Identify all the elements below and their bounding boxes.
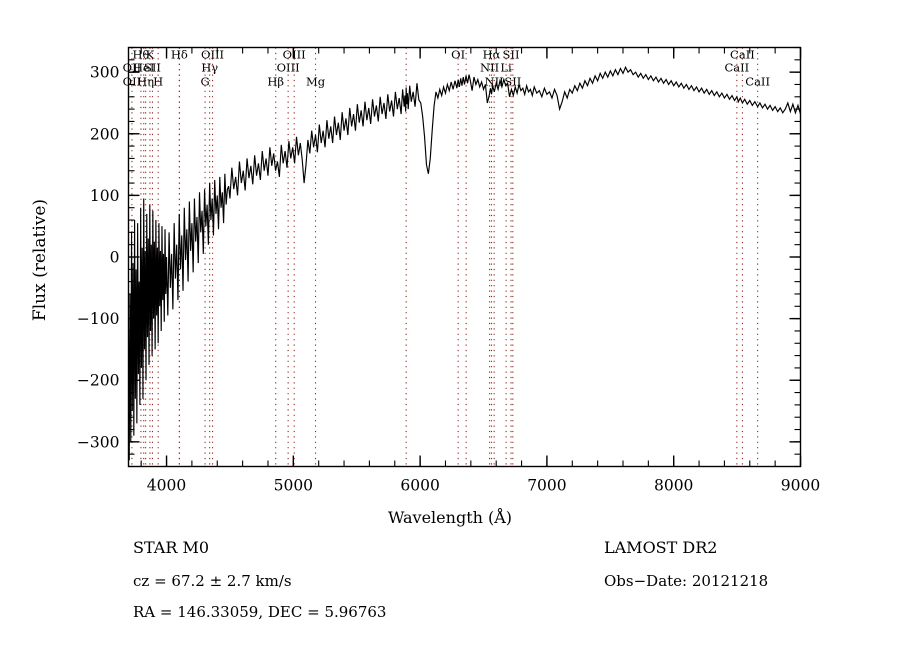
y-tick-label: 100 xyxy=(90,187,120,205)
plot-axes: 4000 5000 6000 7000 8000 9000 −300 −200 −100 0 100… xyxy=(77,46,820,495)
spectral-line-label: OI xyxy=(451,48,465,62)
observation-date-text: Obs−Date: 20121218 xyxy=(604,572,769,590)
spectral-line-label: SII xyxy=(144,61,161,75)
spectral-line-label: CaII xyxy=(745,75,770,89)
spectral-line-label: Hθ xyxy=(132,48,149,62)
spectral-line-label: NII xyxy=(480,61,499,75)
clip-top xyxy=(0,0,900,48)
spectral-line-label: Hβ xyxy=(267,75,284,89)
spectral-line-label: HeI xyxy=(133,61,154,75)
x-tick-label: 4000 xyxy=(147,477,186,495)
y-tick-label: 0 xyxy=(110,249,120,267)
x-tick-label: 8000 xyxy=(654,477,693,495)
spectral-line-label: CaII xyxy=(730,48,755,62)
y-tick-label: −300 xyxy=(77,433,120,451)
spectral-line-label: NII xyxy=(485,75,504,89)
x-tick-label: 9000 xyxy=(781,477,820,495)
clip-bottom xyxy=(0,467,900,650)
redshift-velocity-text: cz = 67.2 ± 2.7 km/s xyxy=(133,572,292,590)
spectral-line-label: Mg xyxy=(306,75,326,89)
spectral-line-label: OIII xyxy=(283,48,306,62)
spectral-line-label: H xyxy=(153,75,163,89)
clip-left xyxy=(0,0,129,650)
plot-frame xyxy=(127,46,802,468)
spectral-line-label: Hη xyxy=(137,75,154,89)
clip-right xyxy=(801,0,900,650)
spectral-line-label: Li xyxy=(500,61,512,75)
spectral-line-label: G xyxy=(200,75,209,89)
spectral-line-label: SII xyxy=(504,75,521,89)
x-tick-label: 7000 xyxy=(527,477,566,495)
spectral-line-label: OIII xyxy=(277,61,300,75)
x-tick-label: 5000 xyxy=(274,477,313,495)
y-tick-label: 300 xyxy=(90,64,120,82)
spectral-line-markers xyxy=(131,47,759,467)
spectral-line-label: SII xyxy=(503,48,520,62)
y-tick-label: −200 xyxy=(77,372,120,390)
survey-name-text: LAMOST DR2 xyxy=(604,538,718,557)
spectral-line-label: Hγ xyxy=(201,61,218,75)
spectral-line-label: CaII xyxy=(724,61,749,75)
flux-curve xyxy=(127,65,802,461)
spectral-line-label: OII xyxy=(123,61,142,75)
spectral-line-label: OIII xyxy=(201,48,224,62)
spectral-line-label: K xyxy=(146,48,155,62)
coordinates-text: RA = 146.33059, DEC = 5.96763 xyxy=(133,603,387,621)
spectral-line-label: OII xyxy=(123,75,142,89)
x-axis-label: Wavelength (Å) xyxy=(387,508,513,527)
x-tick-label: 6000 xyxy=(400,477,439,495)
y-tick-label: 200 xyxy=(90,125,120,143)
spectral-line-label: Hδ xyxy=(171,48,188,62)
spectral-line-label: Hα xyxy=(483,48,501,62)
y-axis-label: Flux (relative) xyxy=(30,198,50,322)
object-class-text: STAR M0 xyxy=(133,538,210,557)
y-tick-label: −100 xyxy=(77,310,120,328)
